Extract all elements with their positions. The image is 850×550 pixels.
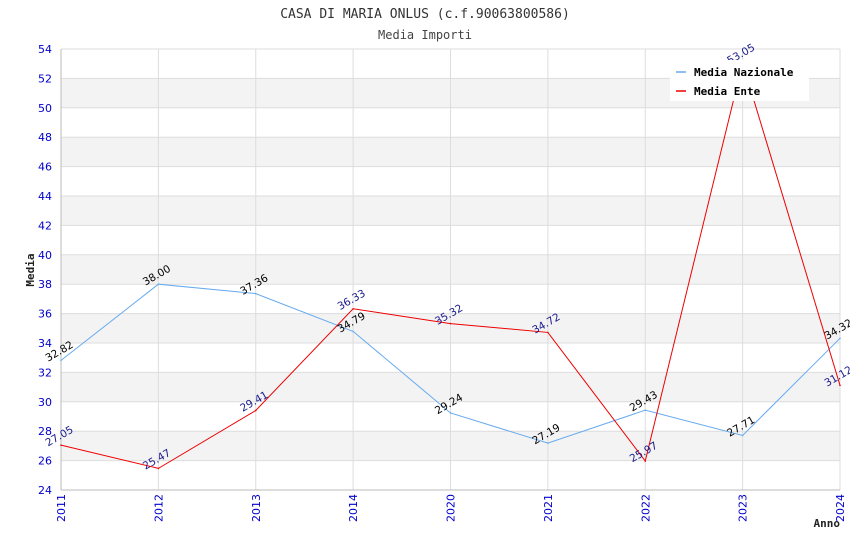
y-tick-label: 34	[38, 337, 52, 350]
y-tick-label: 24	[38, 484, 52, 497]
y-tick-label: 50	[38, 102, 52, 115]
data-point	[60, 444, 62, 446]
chart-title: CASA DI MARIA ONLUS (c.f.90063800586)	[280, 7, 570, 22]
x-tick-label: 2014	[347, 494, 360, 522]
y-tick-label: 52	[38, 72, 52, 85]
legend: Media Nazionale Media Ente	[670, 60, 809, 101]
y-tick-label: 28	[38, 425, 52, 438]
chart-subtitle: Media Importi	[378, 28, 472, 42]
data-point	[839, 384, 841, 387]
x-tick-label: 2022	[639, 494, 652, 522]
y-tick-label: 44	[38, 190, 52, 203]
data-point	[157, 283, 160, 286]
data-point	[839, 337, 841, 340]
y-tick-label: 30	[38, 396, 52, 409]
y-tick-label: 48	[38, 131, 52, 144]
y-tick-label: 40	[38, 249, 52, 262]
data-point	[157, 467, 160, 470]
data-point	[352, 307, 354, 310]
series-group	[60, 61, 841, 470]
x-tick-label: 2011	[55, 494, 68, 522]
data-point	[352, 330, 354, 333]
x-axis-ticks: 2011 2012 2013 2014 2020 2021 2022 2023 2024	[55, 494, 847, 522]
data-point	[547, 331, 549, 334]
y-axis-label: Media	[24, 253, 37, 286]
y-tick-label: 42	[38, 219, 52, 232]
y-tick-label: 26	[38, 455, 52, 468]
legend-label: Media Ente	[694, 85, 761, 98]
x-tick-label: 2024	[834, 494, 847, 522]
x-axis-label: Anno	[814, 517, 841, 530]
data-point	[254, 292, 257, 295]
data-point	[644, 409, 647, 411]
data-point	[254, 409, 257, 412]
y-tick-label: 38	[38, 278, 52, 291]
y-tick-label: 54	[38, 43, 52, 56]
x-tick-label: 2021	[542, 494, 555, 522]
data-point	[547, 442, 549, 444]
x-tick-label: 2023	[737, 494, 750, 522]
x-tick-label: 2012	[152, 494, 165, 522]
y-tick-label: 36	[38, 308, 52, 321]
data-point	[449, 322, 452, 325]
y-tick-label: 32	[38, 366, 52, 379]
data-point	[449, 412, 452, 414]
y-axis-ticks: 24 26 28 30 32 34 36 38 40 42 44 46 48 50 52 54	[38, 43, 52, 497]
data-point	[644, 460, 647, 462]
x-tick-label: 2020	[445, 494, 458, 522]
x-tick-label: 2013	[250, 494, 263, 522]
data-point	[60, 359, 62, 362]
grid-lines	[60, 48, 841, 491]
legend-box	[670, 60, 809, 101]
legend-label: Media Nazionale	[694, 66, 794, 79]
y-tick-label: 46	[38, 161, 52, 174]
data-point	[741, 434, 744, 437]
